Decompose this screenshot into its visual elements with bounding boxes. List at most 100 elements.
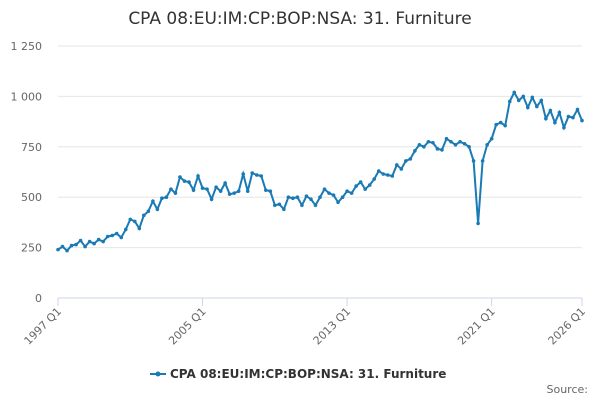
point	[340, 195, 345, 199]
point	[535, 104, 539, 109]
point	[236, 189, 241, 193]
point	[471, 159, 476, 163]
point	[575, 107, 580, 112]
point	[358, 180, 363, 184]
point	[372, 177, 377, 181]
series-line	[57, 90, 583, 253]
point	[345, 189, 349, 193]
point	[164, 195, 169, 199]
point	[381, 172, 386, 176]
point	[92, 241, 96, 246]
point	[105, 234, 110, 239]
point	[458, 139, 462, 144]
point	[417, 142, 422, 147]
point	[128, 217, 133, 222]
point	[431, 140, 435, 145]
point	[119, 235, 124, 240]
point	[453, 142, 458, 147]
point	[182, 179, 187, 183]
point	[562, 125, 566, 130]
point	[580, 118, 584, 123]
point	[440, 148, 444, 152]
point	[571, 115, 575, 120]
point	[363, 187, 367, 191]
point	[480, 159, 485, 163]
point	[96, 237, 101, 242]
point	[223, 181, 227, 185]
point	[300, 203, 304, 208]
point	[507, 99, 512, 104]
point	[548, 108, 553, 113]
point	[304, 194, 309, 198]
point	[309, 197, 313, 202]
point	[476, 221, 480, 226]
point	[544, 116, 548, 121]
point	[132, 219, 137, 224]
x-tick-label: 2013 Q1	[311, 305, 354, 348]
point	[313, 203, 318, 208]
point	[295, 195, 300, 199]
point	[241, 172, 246, 176]
x-tick-label: 2021 Q1	[455, 305, 498, 348]
point	[291, 196, 295, 201]
point	[205, 187, 209, 191]
point	[390, 174, 395, 178]
point	[69, 243, 74, 248]
point	[78, 238, 83, 243]
point	[494, 122, 498, 127]
point	[151, 199, 155, 204]
y-tick-label: 250	[21, 242, 42, 255]
point	[173, 191, 178, 195]
point	[200, 186, 205, 190]
point	[385, 173, 390, 177]
point	[142, 213, 146, 218]
point	[114, 231, 119, 236]
point	[245, 189, 250, 193]
point	[155, 207, 160, 212]
point	[413, 149, 417, 153]
point	[232, 191, 236, 195]
point	[146, 209, 151, 214]
point	[137, 226, 142, 231]
point	[178, 175, 182, 179]
point	[273, 203, 277, 208]
point	[521, 94, 526, 99]
y-tick-label: 500	[21, 191, 42, 204]
point	[218, 189, 223, 193]
point	[187, 180, 191, 184]
point	[566, 114, 571, 119]
point	[367, 183, 372, 187]
point	[101, 239, 105, 244]
chart-title: CPA 08:EU:IM:CP:BOP:NSA: 31. Furniture	[128, 9, 471, 29]
point	[322, 187, 327, 191]
legend-marker	[155, 371, 161, 377]
point	[467, 145, 471, 149]
source: Source:	[547, 383, 589, 396]
point	[485, 142, 489, 147]
point	[286, 195, 291, 199]
point	[254, 173, 259, 177]
point	[209, 197, 214, 202]
point	[426, 139, 431, 144]
x-tick-label: 2026 Q1	[546, 305, 589, 348]
point	[169, 187, 173, 191]
point	[56, 247, 60, 252]
point	[462, 141, 467, 146]
point	[539, 98, 544, 103]
point	[503, 123, 508, 128]
point	[282, 207, 286, 212]
point	[394, 163, 399, 167]
point	[263, 188, 268, 192]
point	[408, 157, 413, 161]
point	[268, 189, 273, 193]
point	[354, 184, 358, 188]
point	[512, 90, 517, 95]
point	[553, 120, 557, 125]
point	[196, 174, 200, 178]
point	[318, 195, 322, 199]
point	[250, 171, 255, 175]
point	[498, 120, 503, 125]
point	[259, 174, 264, 178]
point	[435, 147, 440, 151]
